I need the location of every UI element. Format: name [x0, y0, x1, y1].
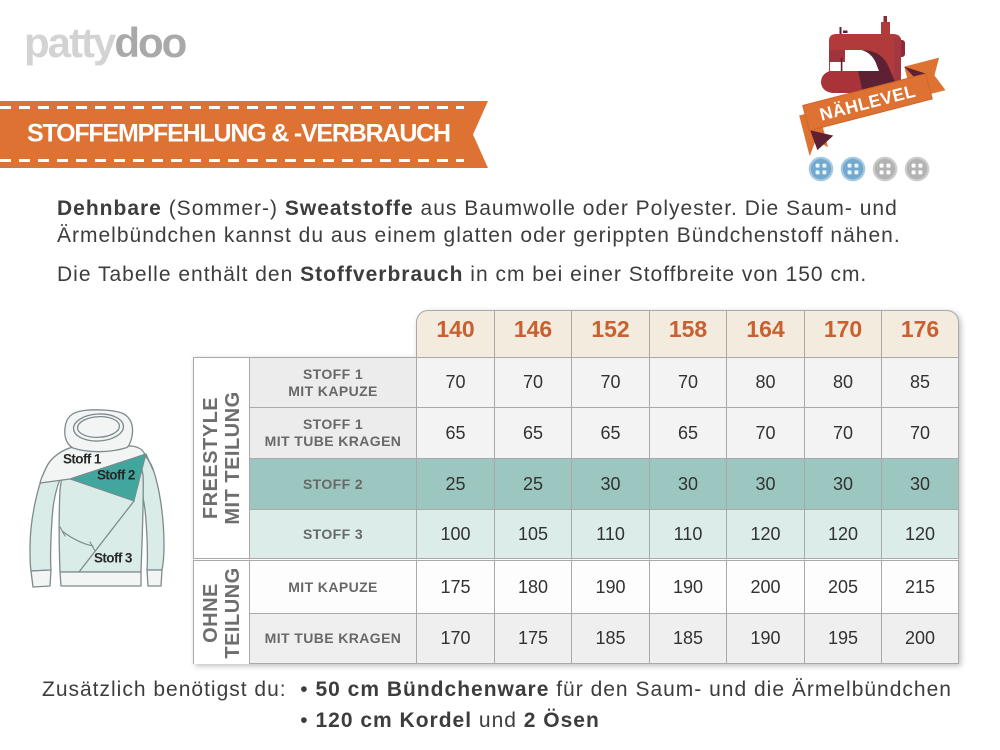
- svg-text:Stoff 2: Stoff 2: [97, 468, 135, 483]
- svg-text:Stoff 1: Stoff 1: [63, 452, 102, 467]
- svg-text:Stoff 3: Stoff 3: [94, 551, 133, 566]
